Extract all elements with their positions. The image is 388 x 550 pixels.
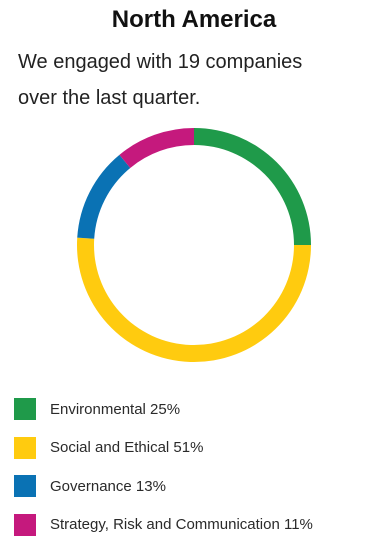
chart-title: North America (111, 6, 277, 33)
legend-label-governance: Governance 13% (50, 477, 166, 495)
legend-label-social-ethical: Social and Ethical 51% (50, 439, 204, 456)
slice-social-and-ethical (77, 237, 312, 363)
legend: Environmental 25% Social and Ethical 51%… (14, 396, 384, 550)
legend-swatch-social-ethical (14, 436, 36, 459)
legend-item-social-ethical: Social and Ethical 51% (14, 435, 384, 461)
legend-label-environmental: Environmental 25% (50, 400, 181, 418)
subtitle-line-2: over the last quarter. (18, 87, 201, 109)
legend-item-environmental: Environmental 25% (14, 396, 384, 422)
slice-strategy-risk-and-communication (119, 127, 194, 168)
slice-governance (77, 154, 131, 239)
legend-item-governance: Governance 13% (14, 473, 384, 499)
donut-chart (77, 127, 312, 363)
chart-subtitle: We engaged with 19 companies over the la… (18, 44, 378, 116)
slice-environmental (194, 128, 311, 245)
subtitle-line-1: We engaged with 19 companies (18, 51, 303, 73)
legend-swatch-environmental (14, 398, 36, 420)
legend-label-strategy-risk: Strategy, Risk and Communication 11% (50, 516, 313, 533)
legend-swatch-governance (14, 475, 36, 497)
legend-swatch-strategy-risk (14, 513, 36, 536)
legend-item-strategy-risk: Strategy, Risk and Communication 11% (14, 512, 384, 538)
